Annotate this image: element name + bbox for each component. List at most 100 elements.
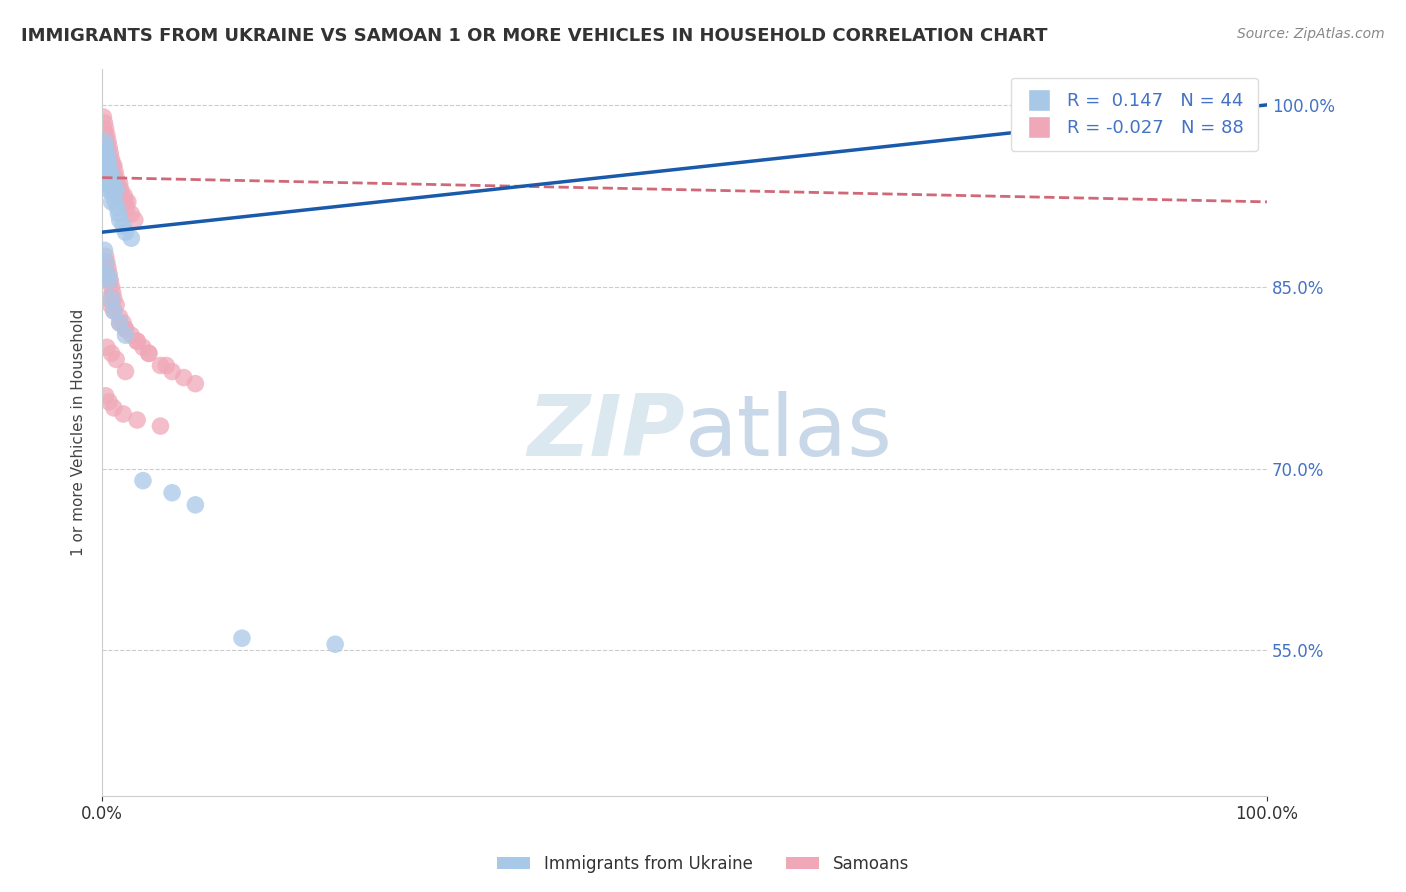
Point (105, 183, 128, 197)
Point (103, 159, 125, 173)
Point (93, 116, 115, 130)
Point (114, 322, 136, 336)
Point (127, 334, 149, 349)
Point (108, 316, 131, 330)
Point (107, 183, 129, 197)
Point (98, 164, 121, 178)
Point (96, 128, 118, 143)
Point (93, 110, 115, 124)
Point (96, 177, 118, 191)
Point (98, 274, 121, 288)
Point (93, 159, 115, 173)
Point (105, 298, 128, 312)
Point (98, 394, 121, 409)
Point (103, 304, 125, 318)
Point (97, 292, 120, 306)
Point (96, 255, 118, 269)
Point (98, 146, 121, 161)
Point (108, 213, 131, 227)
Point (1081, 98, 1104, 112)
Point (94, 122, 117, 136)
Point (94, 389, 117, 403)
Point (124, 213, 146, 227)
Point (98, 159, 121, 173)
Point (114, 365, 136, 379)
Point (149, 359, 172, 373)
Text: atlas: atlas (685, 391, 893, 474)
Point (94, 255, 117, 269)
Point (105, 352, 128, 367)
Point (93, 122, 115, 136)
Point (98, 164, 121, 178)
Point (97, 153, 120, 167)
Point (98, 298, 121, 312)
Point (97, 159, 120, 173)
Point (100, 194, 122, 209)
Point (103, 188, 125, 202)
Point (120, 231, 142, 245)
Point (93, 244, 115, 258)
Point (108, 316, 131, 330)
Point (114, 328, 136, 343)
Point (98, 170, 121, 185)
Point (323, 637, 346, 651)
Point (100, 279, 122, 293)
Point (108, 188, 131, 202)
Point (112, 188, 135, 202)
Point (93, 140, 115, 154)
Point (117, 194, 139, 209)
Point (105, 170, 128, 185)
Point (103, 170, 125, 185)
Point (97, 164, 120, 178)
Point (100, 177, 122, 191)
Point (127, 413, 149, 427)
Point (96, 140, 118, 154)
Point (104, 194, 127, 209)
Point (231, 631, 253, 645)
Point (94, 164, 117, 178)
Point (138, 346, 160, 360)
Point (173, 370, 195, 384)
Point (112, 194, 135, 209)
Point (127, 334, 149, 349)
Point (98, 274, 121, 288)
Point (97, 268, 120, 282)
Point (103, 304, 125, 318)
Point (98, 177, 121, 191)
Point (94, 249, 117, 263)
Point (93, 146, 115, 161)
Point (101, 183, 124, 197)
Point (112, 407, 135, 421)
Point (155, 359, 177, 373)
Point (114, 225, 136, 239)
Point (97, 261, 120, 276)
Point (98, 177, 121, 191)
Legend: Immigrants from Ukraine, Samoans: Immigrants from Ukraine, Samoans (491, 848, 915, 880)
Point (93, 128, 115, 143)
Point (93, 134, 115, 148)
Point (94, 153, 117, 167)
Point (94, 134, 117, 148)
Point (160, 485, 183, 500)
Point (107, 207, 129, 221)
Point (149, 419, 172, 434)
Point (112, 316, 135, 330)
Text: ZIP: ZIP (527, 391, 685, 474)
Point (97, 146, 120, 161)
Point (96, 146, 118, 161)
Point (105, 183, 128, 197)
Point (100, 292, 122, 306)
Point (160, 365, 183, 379)
Point (110, 183, 132, 197)
Point (184, 498, 207, 512)
Point (104, 164, 127, 178)
Point (120, 328, 142, 343)
Point (103, 401, 125, 415)
Legend: R =  0.147   N = 44, R = -0.027   N = 88: R = 0.147 N = 44, R = -0.027 N = 88 (1011, 78, 1258, 152)
Point (103, 292, 125, 306)
Point (120, 207, 142, 221)
Point (103, 183, 125, 197)
Point (114, 322, 136, 336)
Point (138, 346, 160, 360)
Point (100, 170, 122, 185)
